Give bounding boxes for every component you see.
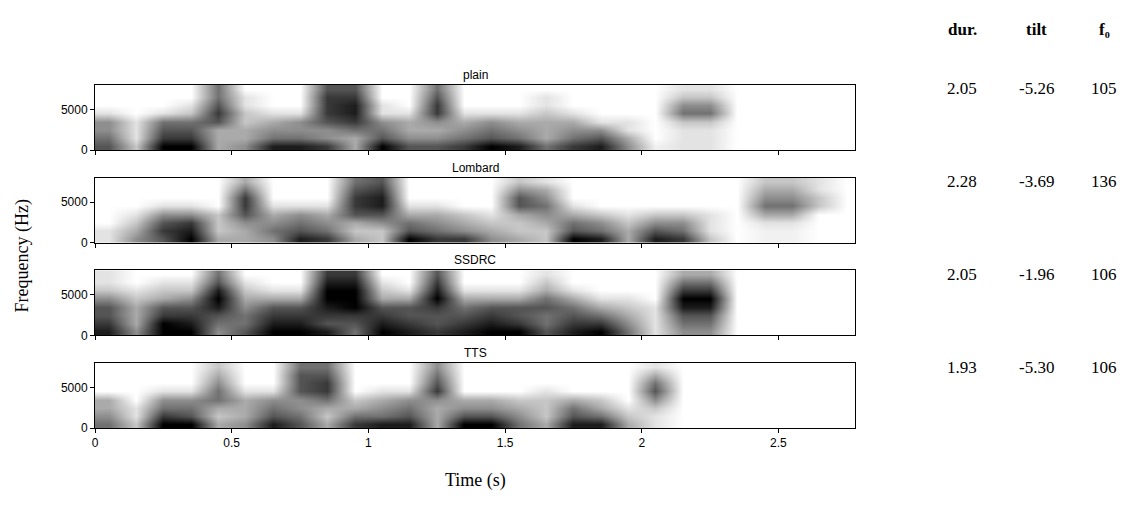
- svg-text:-5.26: -5.26: [1019, 79, 1054, 98]
- svg-text:tilt: tilt: [1026, 20, 1047, 39]
- svg-text:5000: 5000: [61, 288, 88, 302]
- svg-text:Time (s): Time (s): [445, 470, 506, 491]
- svg-text:-5.30: -5.30: [1019, 358, 1054, 377]
- svg-text:-3.69: -3.69: [1019, 172, 1054, 191]
- svg-text:2.28: 2.28: [947, 172, 977, 191]
- svg-text:5000: 5000: [61, 103, 88, 117]
- svg-text:5000: 5000: [61, 195, 88, 209]
- svg-text:0: 0: [81, 236, 88, 250]
- svg-text:f₀: f₀: [1099, 20, 1110, 39]
- svg-text:plain: plain: [463, 68, 488, 82]
- svg-text:Frequency (Hz): Frequency (Hz): [12, 199, 33, 312]
- svg-text:2.05: 2.05: [947, 265, 977, 284]
- svg-text:2: 2: [638, 436, 645, 450]
- svg-text:105: 105: [1091, 79, 1117, 98]
- svg-text:0: 0: [81, 421, 88, 435]
- svg-text:Lombard: Lombard: [452, 161, 499, 175]
- svg-text:0.5: 0.5: [223, 436, 240, 450]
- svg-text:0: 0: [92, 436, 99, 450]
- svg-text:2.5: 2.5: [770, 436, 787, 450]
- svg-text:136: 136: [1091, 172, 1117, 191]
- svg-text:5000: 5000: [61, 381, 88, 395]
- svg-text:dur.: dur.: [948, 20, 977, 39]
- svg-text:106: 106: [1091, 358, 1117, 377]
- svg-text:-1.96: -1.96: [1019, 265, 1054, 284]
- svg-text:1: 1: [365, 436, 372, 450]
- svg-text:0: 0: [81, 329, 88, 343]
- svg-text:SSDRC: SSDRC: [454, 253, 496, 267]
- svg-text:1.5: 1.5: [497, 436, 514, 450]
- svg-text:1.93: 1.93: [947, 358, 977, 377]
- svg-text:106: 106: [1091, 265, 1117, 284]
- svg-text:2.05: 2.05: [947, 79, 977, 98]
- svg-text:0: 0: [81, 143, 88, 157]
- svg-text:TTS: TTS: [464, 346, 487, 360]
